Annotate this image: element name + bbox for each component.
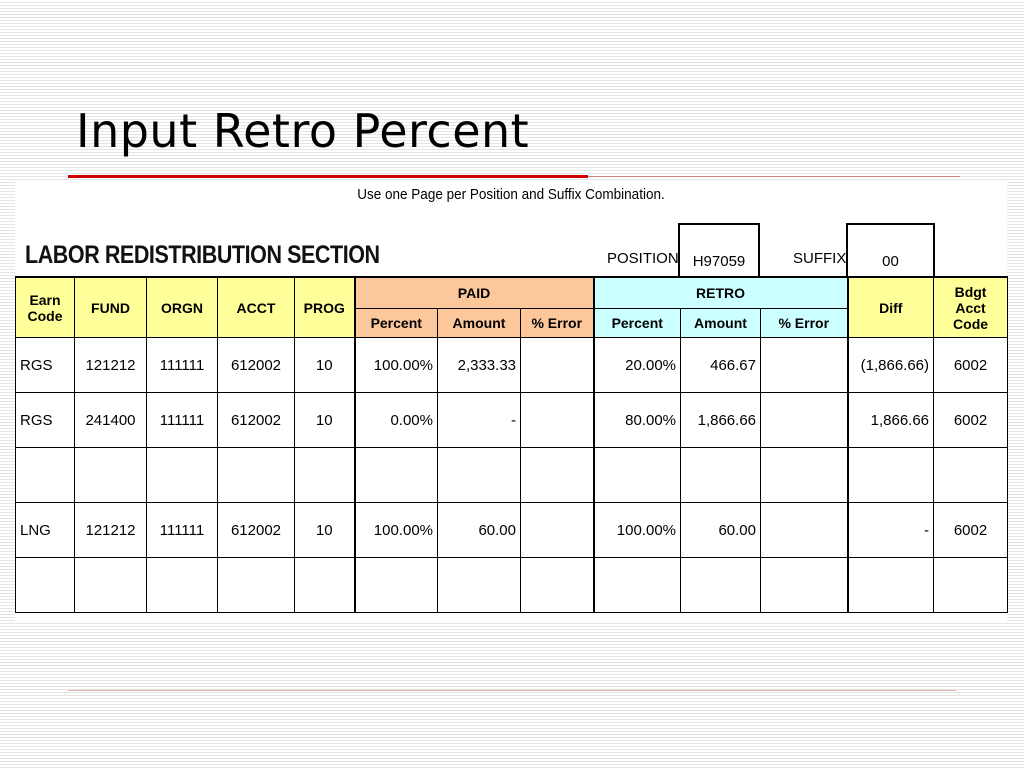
cell-paid-pct [353,447,438,503]
position-value: H97059 [678,223,760,276]
cell-orgn: 111111 [146,337,218,393]
cell-paid-amt: 2,333.33 [437,337,521,393]
cell-paid-err [520,392,594,448]
cell-diff [846,557,935,613]
cell-retro-pct: 80.00% [592,392,681,448]
header-orgn: ORGN [146,276,218,338]
cell-paid-err [520,337,594,393]
slide-title: Input Retro Percent [76,104,530,158]
header-prog: PROG [294,276,355,338]
cell-prog [294,557,355,613]
cell-diff [846,447,935,503]
cell-acct [217,447,295,503]
cell-fund: 241400 [74,392,147,448]
header-paid-error: % Error [520,308,594,338]
table-row: RGS 121212 111111 612002 10 100.00% 2,333.33 20… [15,337,1009,393]
cell-earn: RGS [15,392,75,448]
cell-paid-pct [353,557,438,613]
cell-acct [217,557,295,613]
cell-prog: 10 [294,502,355,558]
cell-acct: 612002 [217,502,295,558]
header-paid: PAID [353,276,594,309]
header-retro-amount: Amount [680,308,761,338]
cell-bdgt [933,447,1009,503]
cell-orgn [146,557,218,613]
cell-fund: 121212 [74,337,147,393]
cell-fund [74,447,147,503]
cell-paid-amt [437,557,521,613]
cell-earn: RGS [15,337,75,393]
cell-diff: 1,866.66 [846,392,935,448]
cell-prog [294,447,355,503]
header-paid-amount: Amount [437,308,521,338]
cell-bdgt: 6002 [933,392,1009,448]
table-row: LNG 121212 111111 612002 10 100.00% 60.00 100.0… [15,502,1009,558]
header-fund: FUND [74,276,147,338]
position-label: POSITION [607,250,679,267]
cell-paid-amt: 60.00 [437,502,521,558]
cell-paid-err [520,502,594,558]
cell-retro-err [759,337,849,393]
cell-retro-err [759,392,849,448]
cell-orgn [146,447,218,503]
cell-acct: 612002 [217,392,295,448]
table-row [15,447,1009,503]
header-retro-error: % Error [759,308,849,338]
cell-retro-err [759,557,849,613]
title-underline [68,175,588,178]
cell-retro-pct: 20.00% [592,337,681,393]
cell-earn [15,557,75,613]
cell-paid-pct: 100.00% [353,337,438,393]
cell-bdgt: 6002 [933,337,1009,393]
cell-paid-pct: 0.00% [353,392,438,448]
cell-prog: 10 [294,337,355,393]
cell-earn [15,447,75,503]
cell-paid-pct: 100.00% [353,502,438,558]
instruction-text: Use one Page per Position and Suffix Com… [357,186,665,203]
header-diff: Diff [846,276,935,338]
cell-bdgt [933,557,1009,613]
cell-paid-amt: - [437,392,521,448]
header-earn-code: Earn Code [15,276,75,338]
cell-retro-err [759,502,849,558]
cell-retro-amt: 1,866.66 [680,392,761,448]
table-row [15,557,1009,613]
cell-earn: LNG [15,502,75,558]
table-row: RGS 241400 111111 612002 10 0.00% -80.00% 1,866… [15,392,1009,448]
header-retro-percent: Percent [592,308,681,338]
labor-redistribution-table: Earn Code FUND ORGN ACCT PROG PAID RETRO… [15,276,1009,613]
cell-paid-err [520,447,594,503]
cell-bdgt: 6002 [933,502,1009,558]
footer-divider [68,690,956,691]
cell-orgn: 111111 [146,502,218,558]
cell-diff: - [846,502,935,558]
cell-diff: (1,866.66) [846,337,935,393]
suffix-label: SUFFIX [793,250,847,267]
cell-paid-amt [437,447,521,503]
cell-acct: 612002 [217,337,295,393]
cell-orgn: 111111 [146,392,218,448]
title-underline-thin [588,176,960,177]
header-retro: RETRO [592,276,849,309]
cell-retro-pct [592,447,681,503]
header-paid-percent: Percent [353,308,438,338]
suffix-value: 00 [846,223,935,276]
header-acct: ACCT [217,276,295,338]
cell-prog: 10 [294,392,355,448]
cell-retro-amt [680,557,761,613]
header-bdgt-acct-code: Bdgt Acct Code [933,276,1009,338]
cell-retro-amt: 466.67 [680,337,761,393]
cell-retro-amt [680,447,761,503]
cell-fund [74,557,147,613]
cell-paid-err [520,557,594,613]
cell-retro-err [759,447,849,503]
cell-retro-pct [592,557,681,613]
spreadsheet-image: Use one Page per Position and Suffix Com… [15,181,1009,623]
cell-retro-pct: 100.00% [592,502,681,558]
cell-fund: 121212 [74,502,147,558]
section-title: LABOR REDISTRIBUTION SECTION [25,241,380,269]
cell-retro-amt: 60.00 [680,502,761,558]
